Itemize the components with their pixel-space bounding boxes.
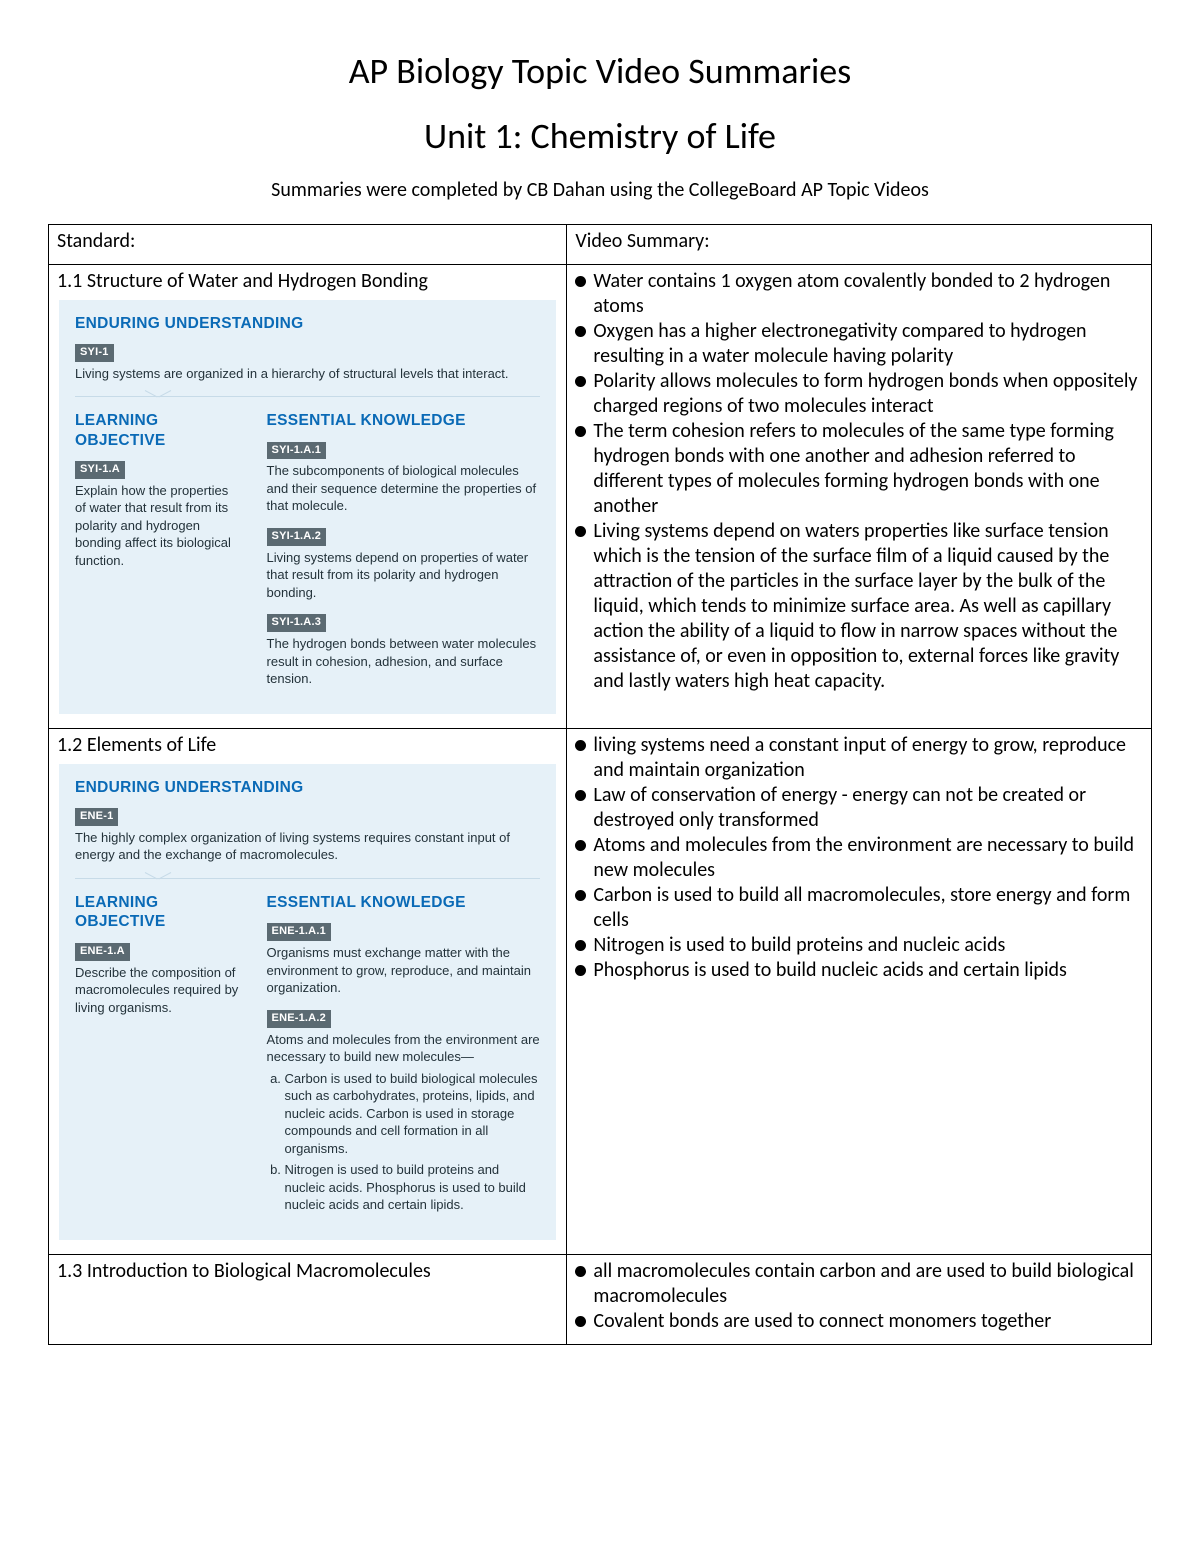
table-row: 1.2 Elements of Life ENDURING UNDERSTANDI…	[49, 728, 1152, 1254]
col-header-standard: Standard:	[49, 224, 567, 264]
standards-table: Standard: Video Summary: 1.1 Structure o…	[48, 224, 1152, 1345]
section-title: 1.1 Structure of Water and Hydrogen Bond…	[57, 269, 558, 294]
enduring-understanding-heading: ENDURING UNDERSTANDING	[75, 314, 540, 333]
summary-item: living systems need a constant input of …	[575, 733, 1143, 783]
summary-item: Nitrogen is used to build proteins and n…	[575, 933, 1143, 958]
standards-panel: ENDURING UNDERSTANDING ENE-1 The highly co…	[59, 764, 556, 1240]
eu-badge: ENE-1	[75, 808, 118, 826]
byline: Summaries were completed by CB Dahan usi…	[48, 178, 1152, 202]
ek-badge: SYI-1.A.2	[267, 528, 327, 546]
ek-text: Living systems depend on properties of w…	[267, 549, 541, 602]
ek-sublist: Carbon is used to build biological molec…	[267, 1070, 541, 1214]
ek-text: The hydrogen bonds between water molecul…	[267, 635, 541, 688]
table-row: 1.3 Introduction to Biological Macromole…	[49, 1255, 1152, 1345]
summary-item: Oxygen has a higher electronegativity co…	[575, 319, 1143, 369]
table-row: 1.1 Structure of Water and Hydrogen Bond…	[49, 264, 1152, 728]
summary-item: Covalent bonds are used to connect monom…	[575, 1309, 1143, 1334]
essential-knowledge-heading: ESSENTIAL KNOWLEDGE	[267, 893, 541, 912]
lo-badge: SYI-1.A	[75, 461, 125, 479]
summary-list: Water contains 1 oxygen atom covalently …	[575, 269, 1143, 694]
col-header-summary: Video Summary:	[567, 224, 1152, 264]
standard-cell: 1.1 Structure of Water and Hydrogen Bond…	[49, 264, 567, 728]
summary-list: living systems need a constant input of …	[575, 733, 1143, 983]
ek-badge: SYI-1.A.3	[267, 614, 327, 632]
lo-text: Describe the composition of macromolecul…	[75, 964, 243, 1017]
ek-badge: ENE-1.A.2	[267, 1010, 331, 1028]
summary-item: Water contains 1 oxygen atom covalently …	[575, 269, 1143, 319]
standards-panel: ENDURING UNDERSTANDING SYI-1 Living system…	[59, 300, 556, 714]
learning-objective-heading: LEARNING OBJECTIVE	[75, 411, 243, 450]
essential-knowledge-heading: ESSENTIAL KNOWLEDGE	[267, 411, 541, 430]
eu-text: Living systems are organized in a hierar…	[75, 365, 540, 383]
summary-item: Carbon is used to build all macromolecul…	[575, 883, 1143, 933]
eu-text: The highly complex organization of livin…	[75, 829, 540, 864]
page-title: AP Biology Topic Video Summaries	[48, 48, 1152, 95]
enduring-understanding-heading: ENDURING UNDERSTANDING	[75, 778, 540, 797]
summary-list: all macromolecules contain carbon and ar…	[575, 1259, 1143, 1334]
section-title: 1.3 Introduction to Biological Macromole…	[57, 1259, 558, 1284]
summary-item: Polarity allows molecules to form hydrog…	[575, 369, 1143, 419]
lo-badge: ENE-1.A	[75, 943, 130, 961]
ek-text: Atoms and molecules from the environment…	[267, 1031, 541, 1066]
summary-cell: living systems need a constant input of …	[567, 728, 1152, 1254]
ek-subitem: Carbon is used to build biological molec…	[285, 1070, 541, 1158]
standard-cell: 1.2 Elements of Life ENDURING UNDERSTANDI…	[49, 728, 567, 1254]
ek-text: Organisms must exchange matter with the …	[267, 944, 541, 997]
summary-cell: Water contains 1 oxygen atom covalently …	[567, 264, 1152, 728]
summary-item: Phosphorus is used to build nucleic acid…	[575, 958, 1143, 983]
section-title: 1.2 Elements of Life	[57, 733, 558, 758]
summary-item: Law of conservation of energy - energy c…	[575, 783, 1143, 833]
summary-item: all macromolecules contain carbon and ar…	[575, 1259, 1143, 1309]
summary-cell: all macromolecules contain carbon and ar…	[567, 1255, 1152, 1345]
ek-badge: ENE-1.A.1	[267, 923, 331, 941]
ek-text: The subcomponents of biological molecule…	[267, 462, 541, 515]
ek-badge: SYI-1.A.1	[267, 442, 327, 460]
eu-badge: SYI-1	[75, 344, 114, 362]
standard-cell: 1.3 Introduction to Biological Macromole…	[49, 1255, 567, 1345]
summary-item: Living systems depend on waters properti…	[575, 519, 1143, 694]
lo-text: Explain how the properties of water that…	[75, 482, 243, 570]
summary-item: Atoms and molecules from the environment…	[575, 833, 1143, 883]
summary-item: The term cohesion refers to molecules of…	[575, 419, 1143, 519]
learning-objective-heading: LEARNING OBJECTIVE	[75, 893, 243, 932]
ek-subitem: Nitrogen is used to build proteins and n…	[285, 1161, 541, 1214]
unit-title: Unit 1: Chemistry of Life	[48, 113, 1152, 160]
